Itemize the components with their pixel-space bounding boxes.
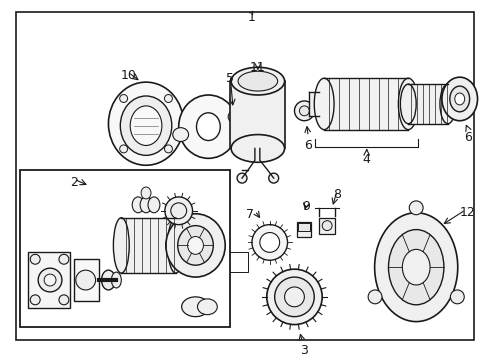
Ellipse shape bbox=[196, 113, 220, 140]
Circle shape bbox=[409, 201, 423, 215]
Ellipse shape bbox=[197, 299, 217, 315]
Text: 4: 4 bbox=[363, 153, 370, 166]
Bar bbox=[324, 78, 408, 130]
Circle shape bbox=[120, 95, 127, 103]
Ellipse shape bbox=[231, 135, 285, 162]
Ellipse shape bbox=[148, 197, 160, 213]
Circle shape bbox=[267, 269, 322, 325]
Ellipse shape bbox=[400, 84, 416, 124]
Ellipse shape bbox=[314, 78, 334, 130]
Text: 11: 11 bbox=[250, 61, 266, 75]
Ellipse shape bbox=[168, 218, 184, 273]
Ellipse shape bbox=[238, 71, 278, 91]
Ellipse shape bbox=[442, 77, 478, 121]
Ellipse shape bbox=[173, 128, 189, 141]
Circle shape bbox=[165, 197, 193, 225]
Ellipse shape bbox=[188, 237, 203, 254]
Text: 6: 6 bbox=[304, 139, 312, 152]
Text: 9: 9 bbox=[302, 200, 310, 213]
Ellipse shape bbox=[182, 297, 209, 317]
Circle shape bbox=[322, 221, 332, 230]
Circle shape bbox=[368, 290, 382, 304]
Ellipse shape bbox=[375, 213, 458, 321]
Bar bbox=[297, 222, 311, 238]
Bar bbox=[298, 222, 310, 230]
Circle shape bbox=[252, 225, 288, 260]
Text: 7: 7 bbox=[246, 208, 254, 221]
Ellipse shape bbox=[113, 218, 129, 273]
Ellipse shape bbox=[231, 67, 285, 95]
Bar bbox=[309, 92, 329, 116]
Bar bbox=[408, 84, 448, 124]
Circle shape bbox=[30, 295, 40, 305]
Bar bbox=[74, 259, 98, 301]
Bar bbox=[28, 252, 70, 308]
Circle shape bbox=[165, 95, 172, 103]
Ellipse shape bbox=[121, 96, 172, 156]
Ellipse shape bbox=[179, 95, 238, 158]
Ellipse shape bbox=[455, 93, 465, 105]
Text: 1: 1 bbox=[248, 11, 256, 24]
Circle shape bbox=[171, 203, 187, 219]
Ellipse shape bbox=[141, 187, 151, 199]
Circle shape bbox=[76, 270, 96, 290]
Ellipse shape bbox=[132, 197, 144, 213]
Circle shape bbox=[269, 173, 279, 183]
Circle shape bbox=[165, 145, 172, 153]
Circle shape bbox=[38, 268, 62, 292]
Circle shape bbox=[59, 295, 69, 305]
Bar bbox=[122, 218, 176, 273]
Circle shape bbox=[299, 106, 309, 116]
Circle shape bbox=[30, 254, 40, 264]
Ellipse shape bbox=[166, 214, 225, 277]
Text: 2: 2 bbox=[70, 176, 78, 189]
Ellipse shape bbox=[101, 270, 115, 290]
Ellipse shape bbox=[228, 110, 244, 124]
Ellipse shape bbox=[140, 197, 152, 213]
Ellipse shape bbox=[450, 86, 469, 112]
Ellipse shape bbox=[130, 106, 162, 145]
Ellipse shape bbox=[311, 92, 327, 116]
Ellipse shape bbox=[111, 272, 122, 288]
Circle shape bbox=[285, 287, 304, 307]
Circle shape bbox=[450, 290, 464, 304]
Ellipse shape bbox=[108, 82, 184, 165]
Ellipse shape bbox=[440, 84, 456, 124]
Bar bbox=[230, 81, 285, 148]
Bar bbox=[319, 218, 335, 234]
Circle shape bbox=[44, 274, 56, 286]
Text: 12: 12 bbox=[460, 206, 475, 219]
Bar bbox=[21, 170, 230, 327]
Text: 8: 8 bbox=[333, 188, 341, 201]
Circle shape bbox=[294, 101, 314, 121]
Ellipse shape bbox=[178, 226, 213, 265]
Text: 10: 10 bbox=[120, 69, 136, 82]
Ellipse shape bbox=[232, 114, 240, 120]
Text: 3: 3 bbox=[300, 345, 308, 357]
Circle shape bbox=[260, 233, 280, 252]
Circle shape bbox=[120, 145, 127, 153]
Ellipse shape bbox=[398, 78, 418, 130]
Circle shape bbox=[59, 254, 69, 264]
Circle shape bbox=[275, 277, 314, 317]
Circle shape bbox=[237, 173, 247, 183]
Text: 5: 5 bbox=[226, 72, 234, 85]
Text: 6: 6 bbox=[464, 131, 471, 144]
Ellipse shape bbox=[389, 230, 444, 305]
Ellipse shape bbox=[402, 249, 430, 285]
